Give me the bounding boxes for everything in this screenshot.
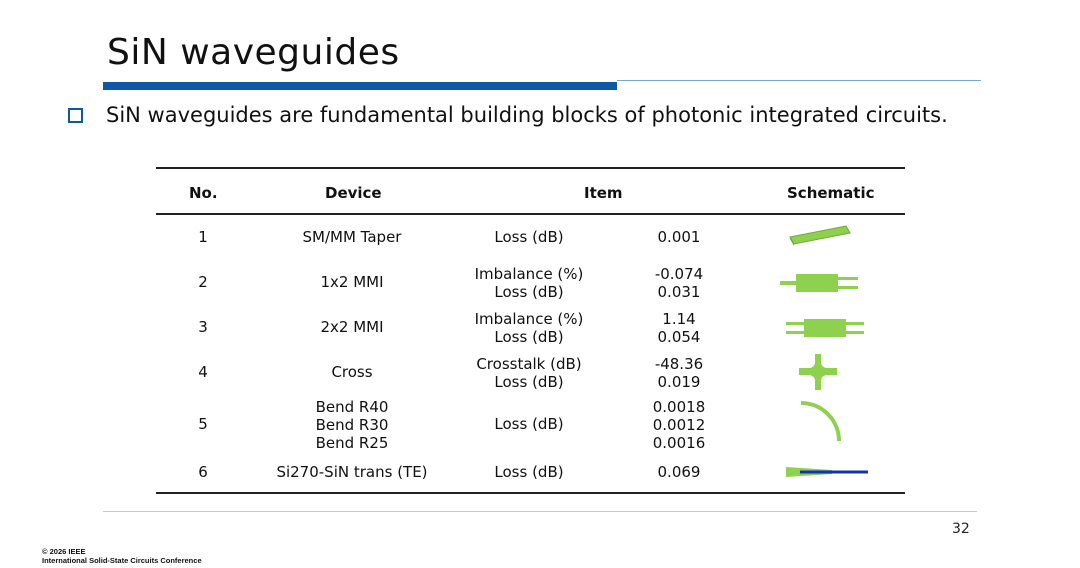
- row-number: 2: [198, 273, 208, 291]
- item-label-line: Loss (dB): [494, 283, 564, 301]
- row-number: 6: [198, 463, 208, 481]
- item-label: Loss (dB): [494, 463, 564, 481]
- item-label-line: Loss (dB): [494, 328, 564, 346]
- device-name: SM/MM Taper: [302, 228, 402, 246]
- table-row: 3 2x2 MMI Imbalance (%) Loss (dB) 1.14 0…: [156, 305, 905, 350]
- row-number: 1: [198, 228, 208, 246]
- row-number: 3: [198, 318, 208, 336]
- item-value: 0.0018 0.0012 0.0016: [604, 398, 754, 452]
- table-header-rule: [156, 213, 905, 215]
- footer-copyright: © 2026 IEEE International Solid-State Ci…: [42, 547, 202, 565]
- device-name: Bend R40 Bend R30 Bend R25: [250, 398, 454, 452]
- item-label-line: Crosstalk (dB): [476, 355, 582, 373]
- footer-line: International Solid-State Circuits Confe…: [42, 556, 202, 565]
- row-number: 5: [198, 415, 208, 433]
- table-top-rule: [156, 167, 905, 169]
- device-name-line: Bend R40: [315, 398, 389, 416]
- footer-divider: [103, 511, 977, 512]
- item-value-line: -0.074: [654, 265, 704, 283]
- item-label: Imbalance (%) Loss (dB): [454, 265, 604, 301]
- table-row: 4 Cross Crosstalk (dB) Loss (dB) -48.36 …: [156, 350, 905, 395]
- device-name: 2x2 MMI: [320, 318, 384, 336]
- transition-icon: [786, 467, 868, 477]
- item-value-line: 0.0012: [652, 416, 706, 434]
- title-underline-line: [617, 80, 981, 81]
- header-no: No.: [189, 184, 218, 202]
- item-value-line: 0.054: [657, 328, 701, 346]
- item-value-line: -48.36: [654, 355, 704, 373]
- item-label: Loss (dB): [494, 415, 564, 433]
- header-device: Device: [325, 184, 382, 202]
- item-value-line: 0.019: [657, 373, 701, 391]
- table-row: 2 1x2 MMI Imbalance (%) Loss (dB) -0.074…: [156, 260, 905, 305]
- item-value-line: 0.031: [657, 283, 701, 301]
- table-row: 1 SM/MM Taper Loss (dB) 0.001: [156, 215, 905, 260]
- item-value: 0.069: [657, 463, 701, 481]
- device-table: No. Device Item Schematic 1 SM/MM Taper …: [156, 167, 905, 494]
- item-value: -0.074 0.031: [604, 265, 754, 301]
- header-schematic: Schematic: [787, 184, 875, 202]
- device-name-line: Bend R25: [315, 434, 389, 452]
- item-value-line: 1.14: [662, 310, 696, 328]
- item-label-line: Imbalance (%): [474, 310, 584, 328]
- mmi-1x2-icon: [780, 274, 858, 292]
- item-value: 0.001: [657, 228, 701, 246]
- item-value-line: 0.0018: [652, 398, 706, 416]
- item-label: Loss (dB): [494, 228, 564, 246]
- bend-icon: [800, 401, 841, 442]
- device-name: 1x2 MMI: [320, 273, 384, 291]
- slide-title: SiN waveguides: [107, 32, 400, 73]
- bullet-text: SiN waveguides are fundamental building …: [106, 103, 948, 127]
- page-number: 32: [952, 521, 970, 537]
- device-name: Si270-SiN trans (TE): [276, 463, 428, 481]
- footer-line: © 2026 IEEE: [42, 547, 86, 556]
- table-row: 6 Si270-SiN trans (TE) Loss (dB) 0.069: [156, 456, 905, 492]
- item-value: 1.14 0.054: [604, 310, 754, 346]
- table-row: 5 Bend R40 Bend R30 Bend R25 Loss (dB) 0…: [156, 395, 905, 456]
- item-value-line: 0.0016: [652, 434, 706, 452]
- bullet-square-icon: [68, 108, 83, 123]
- item-label-line: Imbalance (%): [474, 265, 584, 283]
- header-item: Item: [584, 184, 623, 202]
- item-label-line: Loss (dB): [494, 373, 564, 391]
- taper-icon: [789, 225, 851, 246]
- row-number: 4: [198, 363, 208, 381]
- device-name: Cross: [331, 363, 373, 381]
- table-header-row: No. Device Item Schematic: [156, 169, 905, 213]
- title-underline-bar: [103, 82, 617, 90]
- table-bottom-rule: [156, 492, 905, 494]
- crossing-icon: [799, 354, 837, 390]
- device-name-line: Bend R30: [315, 416, 389, 434]
- item-value: -48.36 0.019: [604, 355, 754, 391]
- item-label: Imbalance (%) Loss (dB): [454, 310, 604, 346]
- mmi-2x2-icon: [786, 319, 864, 337]
- item-label: Crosstalk (dB) Loss (dB): [454, 355, 604, 391]
